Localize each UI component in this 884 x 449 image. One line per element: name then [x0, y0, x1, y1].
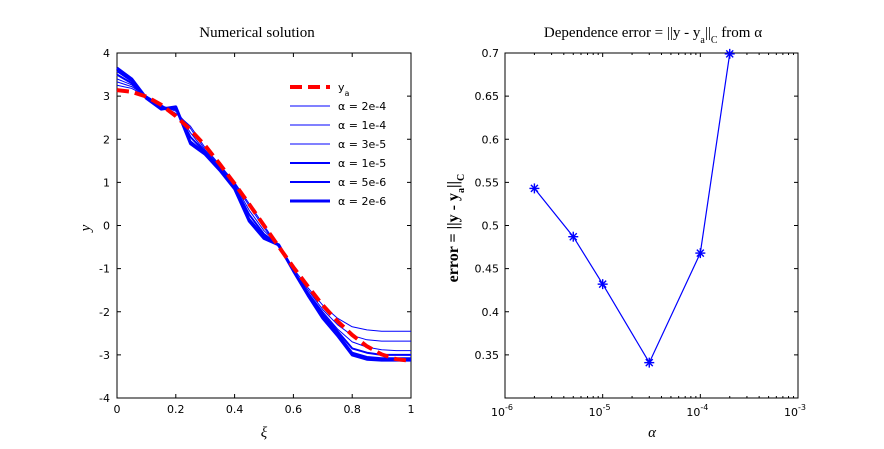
- left-y-tick-label: 1: [103, 176, 110, 189]
- right-y-tick-label: 0.4: [482, 306, 500, 319]
- left-y-tick-label: 4: [103, 47, 110, 60]
- left-chart-title: Numerical solution: [199, 25, 315, 41]
- legend-label-subscript: a: [345, 89, 350, 98]
- legend-label: ya: [338, 81, 350, 98]
- left-x-tick-label: 0: [114, 403, 121, 416]
- left-y-tick-label: -4: [99, 392, 110, 405]
- right-x-tick-label: 10-3: [784, 403, 806, 419]
- right-x-tick-exponent: -4: [700, 403, 708, 412]
- left-x-tick-label: 0.4: [226, 403, 244, 416]
- right-x-tick-exponent: -5: [603, 403, 611, 412]
- left-series-group: [116, 66, 412, 363]
- left-y-tick-label: 3: [103, 90, 110, 103]
- right-y-tick-label: 0.45: [475, 263, 500, 276]
- left-x-tick-label: 0.8: [343, 403, 361, 416]
- right-plot-area: [504, 52, 799, 399]
- legend-label: α = 1e-4: [338, 119, 386, 132]
- asterisk-marker: [529, 183, 540, 194]
- right-x-tick-label: 10-6: [491, 403, 513, 419]
- right-y-tick-label: 0.35: [475, 349, 500, 362]
- right-x-axis-label: α: [648, 425, 657, 441]
- legend-label: α = 2e-4: [338, 100, 386, 113]
- left-y-tick-label: 2: [103, 133, 110, 146]
- left-y-tick-label: -3: [99, 349, 110, 362]
- legend-label: α = 5e-6: [338, 176, 386, 189]
- left-x-tick-label: 0.6: [285, 403, 303, 416]
- left-y-tick-label: -2: [99, 306, 110, 319]
- right-y-tick-label: 0.55: [475, 176, 500, 189]
- left-x-tick-label: 0.2: [167, 403, 185, 416]
- legend-label: α = 1e-5: [338, 157, 386, 170]
- right-y-tick-label: 0.7: [482, 47, 500, 60]
- right-y-tick-label: 0.5: [482, 220, 500, 233]
- asterisk-marker: [724, 48, 735, 59]
- left-y-axis-label: y: [78, 224, 94, 233]
- legend-label: α = 2e-6: [338, 195, 386, 208]
- right-y-axis-label: error = ||y - ya||C: [445, 174, 467, 283]
- right-chart: Dependence error = ||y - ya||C from α 10…: [445, 25, 806, 441]
- left-x-tick-label: 1: [408, 403, 415, 416]
- right-y-tick-label: 0.6: [482, 133, 500, 146]
- right-x-tick-exponent: -6: [505, 403, 513, 412]
- right-series-group: [529, 48, 735, 368]
- asterisk-marker: [597, 279, 608, 290]
- right-x-tick-exponent: -3: [798, 403, 806, 412]
- left-series-line: [116, 66, 411, 362]
- right-x-tick-label: 10-4: [686, 403, 708, 419]
- asterisk-marker: [568, 231, 579, 242]
- asterisk-marker: [695, 248, 706, 259]
- left-y-tick-label: 0: [103, 220, 110, 233]
- right-axis-ticks: 10-6 10-5 10-4 10-3 0.35 0.4 0.45 0.5 0.55 0.6 0.6…: [475, 47, 806, 419]
- right-series-line: [533, 53, 731, 364]
- legend-label: α = 3e-5: [338, 138, 386, 151]
- right-chart-title: Dependence error = ||y - ya||C from α: [544, 25, 762, 46]
- left-series-line: [116, 88, 412, 363]
- left-axis-ticks: 0 0.2 0.4 0.6 0.8 1 -4 -3 -2 -1 0 1 2 3 4: [99, 47, 414, 416]
- left-chart: Numerical solution 0 0.2 0.4 0.6 0.8 1 -4 -3 -2 -…: [78, 25, 415, 441]
- right-y-tick-label: 0.65: [475, 90, 500, 103]
- asterisk-marker: [644, 357, 655, 368]
- right-x-tick-label: 10-5: [589, 403, 611, 419]
- left-legend: ya α = 2e-4 α = 1e-4 α = 3e-5 α = 1e-5 α = 5e…: [290, 81, 386, 208]
- left-x-axis-label: ξ: [261, 425, 268, 441]
- left-y-tick-label: -1: [99, 263, 110, 276]
